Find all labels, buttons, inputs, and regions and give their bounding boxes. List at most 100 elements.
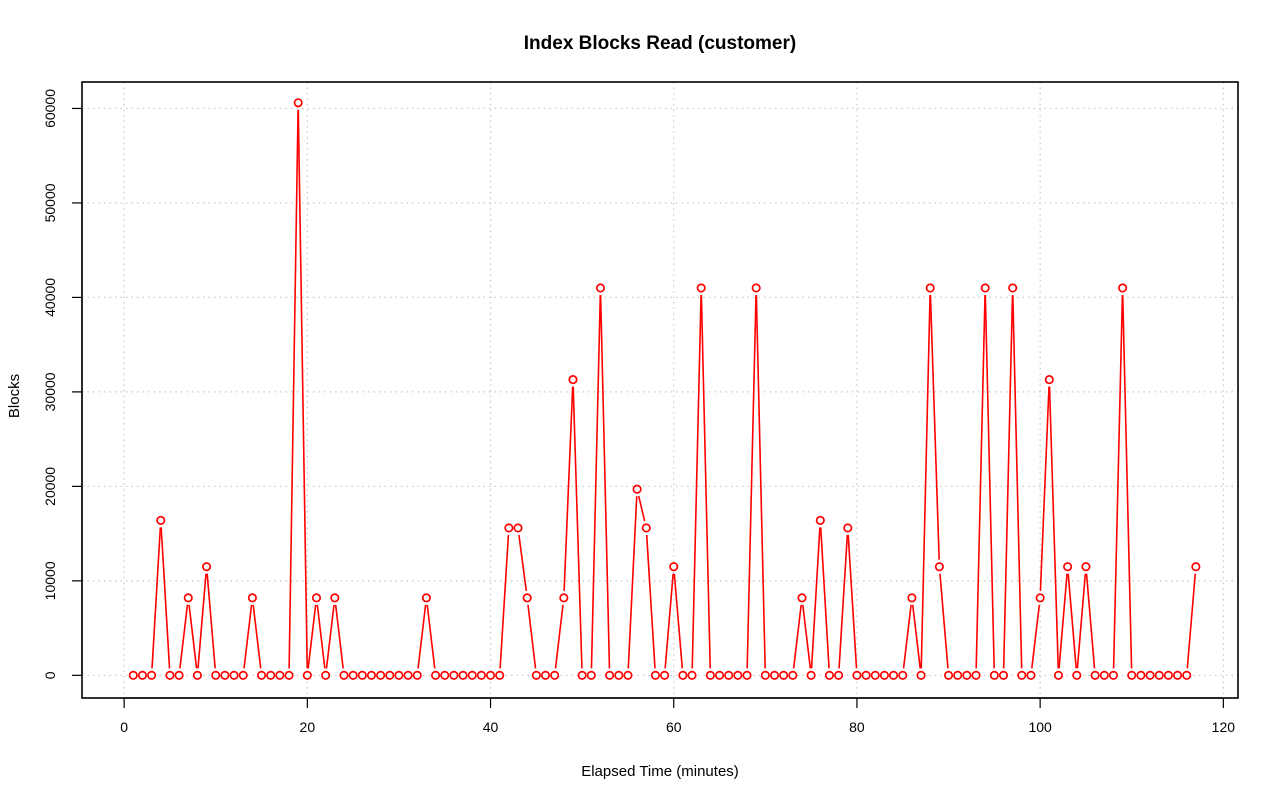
data-point	[1090, 670, 1100, 680]
series-segment	[939, 573, 949, 669]
data-point	[376, 670, 386, 680]
series-segment	[499, 534, 510, 669]
x-tick-label: 100	[1028, 719, 1052, 735]
series-segment	[929, 294, 940, 560]
series-segment	[252, 604, 262, 669]
data-point	[788, 670, 798, 680]
series-segment	[920, 294, 931, 669]
data-point	[925, 283, 935, 293]
series-segment	[1085, 573, 1096, 669]
series-segment	[1067, 573, 1077, 669]
data-point	[1145, 670, 1155, 680]
data-point	[660, 670, 670, 680]
data-point	[137, 670, 148, 680]
data-point	[769, 670, 780, 680]
y-tick-label: 20000	[42, 467, 58, 506]
x-tick-label: 0	[120, 719, 128, 735]
data-point	[1026, 670, 1036, 680]
data-point	[513, 523, 523, 533]
data-point	[412, 670, 422, 680]
data-point	[302, 670, 312, 680]
data-point	[879, 670, 889, 680]
data-point	[815, 515, 825, 525]
series-segment	[810, 527, 821, 669]
data-point	[733, 670, 743, 680]
data-point	[174, 670, 184, 680]
data-point	[1099, 670, 1109, 680]
data-point	[595, 283, 606, 293]
data-point	[1053, 670, 1064, 680]
data-point	[824, 670, 835, 680]
data-point	[421, 593, 431, 603]
data-point	[1063, 562, 1073, 572]
data-point	[550, 670, 560, 680]
data-point	[147, 670, 157, 680]
series-segment	[627, 496, 638, 669]
data-point	[907, 593, 917, 603]
data-point	[989, 670, 999, 680]
series-segment	[288, 109, 299, 669]
data-point	[934, 562, 944, 572]
series-segment	[746, 294, 757, 669]
data-point	[889, 670, 899, 680]
data-point	[980, 283, 990, 293]
data-point	[943, 670, 954, 680]
data-point	[870, 670, 880, 680]
data-point	[449, 670, 459, 680]
data-point	[641, 523, 651, 533]
data-point	[266, 670, 276, 680]
series-segment	[197, 573, 207, 669]
x-tick-label: 40	[483, 719, 499, 735]
data-point	[669, 562, 679, 572]
data-point	[440, 670, 450, 680]
data-point	[1118, 283, 1128, 293]
data-point	[1017, 670, 1027, 680]
data-point	[1163, 670, 1173, 680]
series-segment	[838, 534, 849, 669]
data-point	[953, 670, 963, 680]
data-point	[1035, 593, 1045, 603]
data-point	[577, 670, 587, 680]
series-segment	[984, 294, 995, 669]
series-segment	[325, 604, 335, 669]
data-point	[403, 670, 413, 680]
series-segment	[188, 604, 198, 669]
data-point	[623, 670, 633, 680]
data-point	[1044, 375, 1054, 385]
series-segment	[554, 604, 564, 669]
data-point	[476, 670, 486, 680]
data-point	[751, 283, 761, 293]
series-segment	[975, 294, 986, 669]
data-point	[202, 562, 212, 572]
data-point	[1191, 562, 1201, 572]
series-segment	[179, 604, 189, 669]
data-point	[293, 98, 303, 108]
series-segment	[527, 604, 537, 669]
data-point	[366, 670, 377, 680]
data-point	[229, 670, 239, 680]
data-point	[485, 670, 496, 680]
x-tick-label: 60	[666, 719, 682, 735]
series-segment	[1112, 294, 1124, 669]
chart-title: Index Blocks Read (customer)	[524, 33, 796, 54]
data-point	[348, 670, 358, 680]
y-axis-label: Blocks	[6, 374, 23, 418]
data-point	[797, 593, 807, 603]
series-segment	[1186, 573, 1197, 669]
x-axis: 0 20 40 60 80 100 120	[120, 697, 1235, 735]
data-point	[1154, 670, 1164, 680]
data-point	[779, 670, 789, 680]
series-segment	[902, 604, 912, 669]
series-segment	[518, 534, 528, 592]
data-point	[971, 670, 981, 680]
data-point	[321, 670, 331, 680]
series-segment	[206, 573, 216, 669]
data-point	[531, 670, 541, 680]
data-point	[385, 670, 395, 680]
data-point	[559, 593, 569, 603]
series-segment	[637, 495, 646, 522]
data-point	[605, 670, 615, 680]
data-point	[220, 670, 230, 680]
data-point	[540, 670, 551, 680]
series-segment	[691, 294, 702, 669]
